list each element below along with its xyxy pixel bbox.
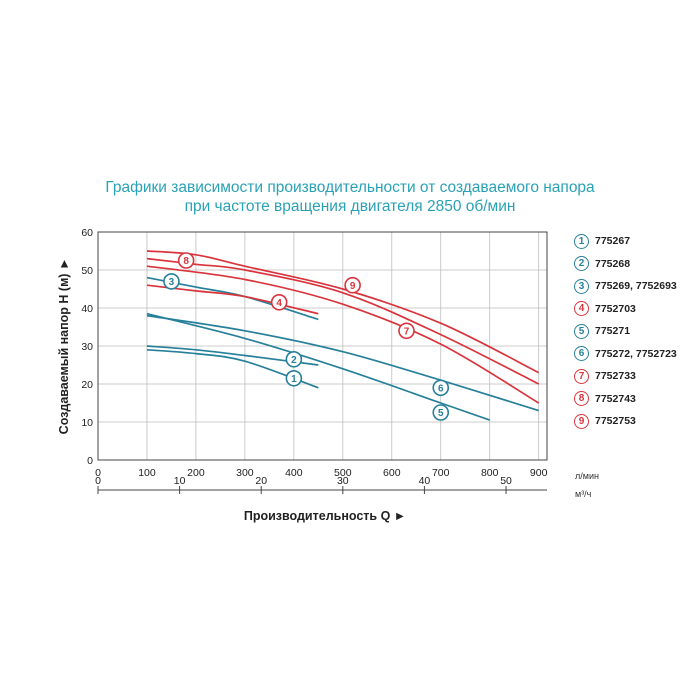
x-tick-label-m3h: 0: [95, 475, 101, 487]
curve-marker-label: 9: [350, 281, 356, 292]
x-tick-label-lmin: 500: [334, 467, 352, 479]
x-tick-label-lmin: 200: [187, 467, 205, 479]
y-tick-label: 0: [87, 455, 93, 467]
chart-title-line-1: Графики зависимости производительности о…: [105, 179, 595, 196]
curve-5: [146, 312, 490, 421]
x-tick-label-lmin: 900: [530, 467, 548, 479]
x-tick-label-lmin: 700: [432, 467, 450, 479]
curve-markers: 1 2 3 4 5 6 7 8 9: [163, 252, 450, 421]
curve-marker-circle: [285, 350, 303, 368]
legend-badge: 8: [574, 391, 589, 407]
y-tick-label: 30: [81, 341, 93, 353]
axes: [97, 231, 548, 491]
y-tick-label: 50: [81, 265, 93, 277]
legend: 1 775267 2 775268 3 775269, 7752693 4 7752703 5 7…: [574, 230, 700, 433]
curve-marker-circle: [344, 276, 361, 294]
x-tick-label-lmin: 400: [285, 467, 303, 479]
curve-marker-4: 4: [270, 293, 288, 311]
unit-m3h-label: м³/ч: [575, 489, 592, 499]
x-tick-label-m3h: 10: [174, 475, 186, 487]
curve-marker-9: 9: [344, 276, 361, 294]
curve-marker-6: 6: [432, 379, 450, 397]
plot-frame: [97, 231, 548, 461]
x-axis-label: Производительность Q ►: [244, 509, 406, 523]
curve-marker-circle: [398, 322, 415, 340]
curve-7: [146, 265, 540, 404]
curve-marker-circle: [270, 293, 288, 311]
curve-marker-label: 2: [291, 355, 297, 366]
curve-marker-label: 8: [183, 256, 189, 267]
x-tick-label-lmin: 0: [95, 467, 101, 479]
x-tick-label-lmin: 800: [481, 467, 499, 479]
curve-marker-circle: [432, 379, 450, 397]
legend-item-8: 8 7752743: [574, 388, 700, 411]
curve-marker-circle: [285, 369, 303, 387]
chart-title: Графики зависимости производительности о…: [60, 178, 640, 216]
y-tick-label: 20: [81, 379, 93, 391]
x-tick-label-lmin: 300: [236, 467, 254, 479]
curve-marker-3: 3: [163, 273, 180, 290]
curve-marker-label: 1: [291, 374, 297, 385]
x-tick-label-m3h: 30: [337, 475, 349, 487]
legend-label: 775267: [595, 235, 631, 248]
curve-marker-8: 8: [177, 252, 195, 269]
legend-label: 775272, 7752723: [595, 347, 677, 360]
y-axis-label: Создаваемый напор H (м) ►: [57, 258, 71, 435]
curve-8: [146, 250, 540, 374]
legend-item-5: 5 775271: [574, 320, 700, 343]
x-tick-label-m3h: 40: [419, 475, 431, 487]
curve-marker-label: 6: [438, 383, 444, 394]
legend-badge: 4: [574, 301, 589, 317]
curve-marker-label: 4: [276, 298, 282, 309]
legend-badge: 7: [574, 368, 589, 384]
x-tick-label-lmin: 600: [383, 467, 401, 479]
x-tick-label-m3h: 20: [255, 475, 267, 487]
legend-badge: 5: [574, 323, 589, 339]
legend-label: 775268: [595, 257, 631, 270]
curve-marker-2: 2: [285, 350, 303, 368]
legend-item-1: 1 775267: [574, 230, 700, 253]
legend-label: 775271: [595, 325, 631, 338]
curve-6: [146, 314, 539, 412]
legend-item-9: 9 7752753: [574, 410, 700, 433]
curve-marker-1: 1: [285, 369, 303, 387]
curve-marker-label: 5: [438, 408, 444, 419]
x-tick-label-lmin: 100: [138, 467, 156, 479]
legend-item-6: 6 775272, 7752723: [574, 343, 700, 366]
curve-marker-circle: [177, 252, 195, 269]
legend-item-7: 7 7752733: [574, 365, 700, 388]
curve-marker-label: 7: [404, 326, 410, 337]
legend-badge: 6: [574, 346, 589, 362]
legend-label: 7752733: [595, 370, 636, 383]
curve-marker-label: 3: [169, 277, 175, 288]
legend-item-2: 2 775268: [574, 253, 700, 276]
legend-label: 775269, 7752693: [595, 280, 677, 293]
y-tick-label: 10: [81, 417, 93, 429]
curve-marker-circle: [163, 273, 180, 290]
curve-marker-7: 7: [398, 322, 415, 340]
curve-9: [146, 257, 540, 385]
legend-item-4: 4 7752703: [574, 298, 700, 321]
curve-marker-5: 5: [432, 404, 450, 421]
y-tick-label: 40: [81, 303, 93, 315]
chart-title-line-2: при частоте вращения двигателя 2850 об/м…: [184, 198, 516, 215]
legend-badge: 2: [574, 256, 589, 272]
legend-label: 7752753: [595, 415, 636, 428]
legend-label: 7752743: [595, 392, 636, 405]
unit-lmin-label: л/мин: [575, 471, 599, 481]
legend-badge: 3: [574, 278, 589, 294]
legend-item-3: 3 775269, 7752693: [574, 275, 700, 298]
curve-marker-circle: [432, 404, 450, 421]
legend-badge: 1: [574, 233, 589, 249]
y-tick-label: 60: [81, 227, 93, 239]
x-tick-label-m3h: 50: [500, 475, 512, 487]
legend-badge: 9: [574, 413, 589, 429]
legend-label: 7752703: [595, 302, 636, 315]
